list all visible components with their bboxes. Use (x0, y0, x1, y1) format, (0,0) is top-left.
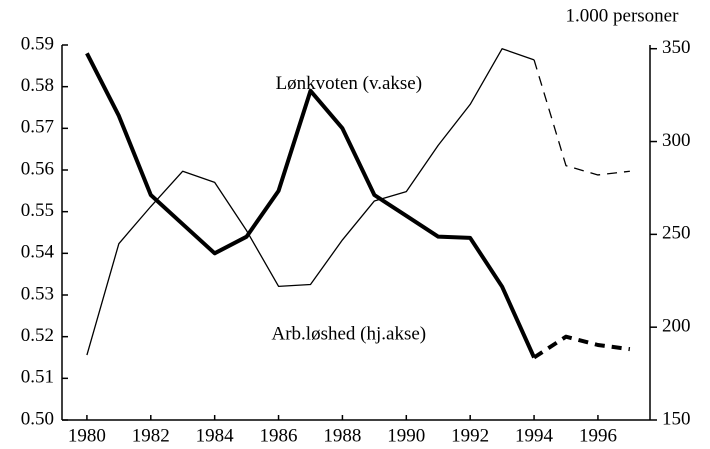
annotation: Lønkvoten (v.akse) (276, 73, 423, 94)
y2-tick-label: 150 (662, 408, 691, 429)
series-line-dashed (533, 59, 630, 176)
y-tick-label: 0.54 (21, 242, 55, 263)
y2-tick-label: 350 (662, 37, 691, 58)
x-tick-label: 1992 (451, 425, 489, 446)
x-tick-label: 1986 (260, 425, 298, 446)
x-tick-label: 1990 (387, 425, 425, 446)
x-tick-label: 1996 (579, 425, 617, 446)
y2-axis-label: 1.000 personer (566, 5, 680, 26)
y2-tick-label: 250 (662, 223, 691, 244)
y-tick-label: 0.59 (21, 33, 54, 54)
series-line (85, 52, 536, 359)
y-tick-label: 0.51 (21, 367, 54, 388)
x-tick-label: 1988 (323, 425, 361, 446)
x-tick-label: 1984 (196, 425, 235, 446)
y2-tick-label: 200 (662, 316, 691, 337)
series-line-dashed (532, 334, 631, 360)
x-tick-label: 1994 (515, 425, 554, 446)
x-tick-label: 1982 (132, 425, 170, 446)
annotation: Arb.løshed (hj.akse) (272, 323, 427, 344)
y-tick-label: 0.53 (21, 283, 54, 304)
y-tick-label: 0.50 (21, 408, 54, 429)
series-line (86, 48, 535, 356)
y-tick-label: 0.55 (21, 200, 54, 221)
y-tick-label: 0.57 (21, 117, 54, 138)
y2-tick-label: 300 (662, 130, 691, 151)
y-tick-label: 0.52 (21, 325, 54, 346)
x-tick-label: 1980 (68, 425, 106, 446)
y-tick-label: 0.58 (21, 75, 54, 96)
y-tick-label: 0.56 (21, 158, 54, 179)
